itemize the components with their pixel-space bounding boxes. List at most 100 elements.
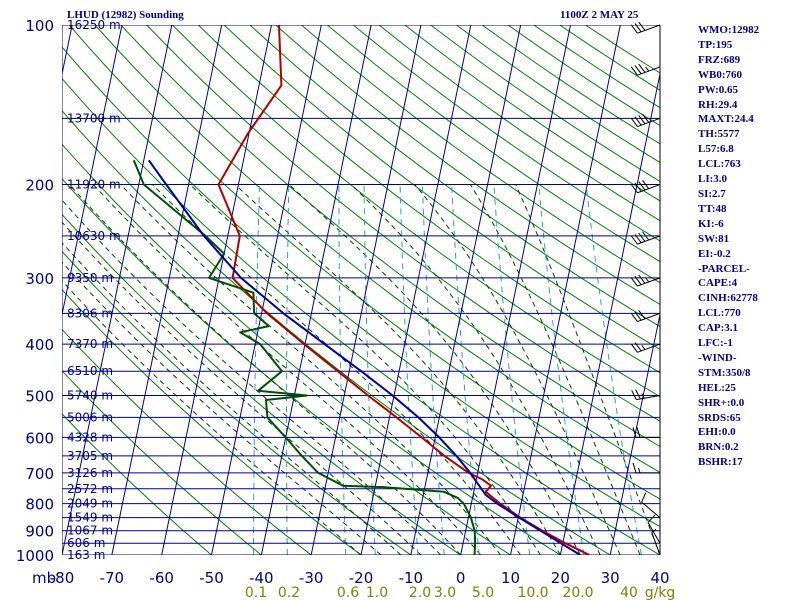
wind-barb-feather bbox=[638, 21, 646, 31]
wind-barb-feather bbox=[642, 179, 650, 189]
temperature-tick-label: 10 bbox=[501, 569, 520, 587]
height-label: 1549 m bbox=[67, 511, 113, 525]
height-label: 5006 m bbox=[67, 410, 113, 424]
temperature-tick-label: -10 bbox=[399, 569, 424, 587]
pressure-tick-label: 300 bbox=[25, 270, 54, 288]
pressure-tick-label: 800 bbox=[25, 496, 54, 514]
pressure-tick-label: 1000 bbox=[16, 547, 54, 565]
wind-barb-shaft bbox=[637, 343, 661, 353]
wind-barb-feather bbox=[634, 116, 642, 126]
sounding-index-item: LFC:-1 bbox=[698, 337, 733, 350]
isotherm bbox=[310, 25, 422, 555]
sounding-index-item: MAXT:24.4 bbox=[698, 113, 754, 126]
sounding-index-item: LCL:763 bbox=[698, 158, 741, 171]
sounding-index-item: SRDS:65 bbox=[698, 411, 741, 424]
temperature-tick-label: -20 bbox=[349, 569, 374, 587]
grid-layer bbox=[62, 25, 660, 555]
sounding-indices-list: WMO:12982 TP:195 FRZ:689 WB0:760 PW:0.65 RH:2… bbox=[698, 23, 759, 470]
height-label: 2049 m bbox=[67, 497, 113, 511]
height-label: 3705 m bbox=[67, 449, 113, 463]
sounding-index-item: WB0:760 bbox=[698, 68, 742, 81]
wind-barb-feather bbox=[638, 63, 646, 73]
wind-barb-feather bbox=[636, 427, 641, 438]
sounding-index-item: HEL:25 bbox=[698, 381, 736, 394]
moist-adiabat bbox=[120, 184, 501, 555]
height-label: 4328 m bbox=[67, 430, 113, 444]
mixing-ratio-label: 10.0 bbox=[517, 585, 548, 600]
wind-barb bbox=[631, 389, 661, 401]
sounding-index-item: BSHR:17 bbox=[698, 456, 743, 469]
isotherm bbox=[460, 25, 571, 555]
wind-barb-feather bbox=[630, 24, 638, 34]
sounding-index-item: -PARCEL- bbox=[698, 262, 750, 275]
mixing-ratio-label: 0.1 bbox=[245, 585, 267, 600]
sounding-index-item: PW:0.65 bbox=[698, 83, 739, 96]
isotherm bbox=[211, 25, 322, 555]
moist-adiabat bbox=[515, 184, 660, 555]
temperature-tick-label: -60 bbox=[149, 569, 174, 587]
sounding-index-item: STM:350/8 bbox=[698, 366, 751, 379]
sounding-index-item: TT:48 bbox=[698, 202, 727, 215]
wind-barb-feather bbox=[634, 276, 642, 286]
isotherm bbox=[510, 25, 621, 555]
height-label: 6510 m bbox=[67, 364, 113, 378]
temperature-tick-label: 0 bbox=[456, 569, 466, 587]
pressure-tick-label: 200 bbox=[25, 177, 54, 195]
wind-barb-feather bbox=[632, 462, 637, 474]
wind-barb bbox=[651, 528, 661, 556]
sounding-index-item: FRZ:689 bbox=[698, 53, 741, 66]
wind-barb-feather bbox=[630, 343, 638, 353]
pressure-tick-label: 100 bbox=[25, 17, 54, 35]
temperature-tick-label: -40 bbox=[249, 569, 274, 587]
sounding-index-item: CAPE:4 bbox=[698, 277, 738, 290]
sounding-index-item: RH:29.4 bbox=[698, 98, 738, 111]
sounding-index-item: LI:3.0 bbox=[698, 173, 728, 186]
wind-barb bbox=[647, 514, 661, 544]
mixing-ratio-line bbox=[338, 184, 347, 555]
isotherm bbox=[161, 25, 272, 555]
moist-adiabat bbox=[152, 184, 521, 555]
wind-barb-feather bbox=[630, 277, 638, 287]
wind-barb-feather bbox=[647, 514, 656, 523]
mixing-ratio-line bbox=[451, 184, 480, 555]
height-label: 2572 m bbox=[67, 482, 113, 496]
parcel-line bbox=[147, 159, 581, 555]
wind-barb-feather bbox=[630, 117, 638, 127]
wind-barb-feather bbox=[638, 274, 646, 284]
sounding-index-item: SI:2.7 bbox=[698, 187, 726, 200]
wind-barb-feather bbox=[634, 311, 642, 321]
wind-barb-feather bbox=[638, 310, 646, 320]
temperature-tick-label: 20 bbox=[551, 569, 570, 587]
wind-barb-feather bbox=[638, 181, 646, 191]
wind-barb-feather bbox=[632, 427, 637, 438]
wind-barb-half-feather bbox=[645, 277, 650, 283]
wind-barb bbox=[630, 21, 661, 34]
wind-barb-half-feather bbox=[638, 467, 641, 474]
sounding-index-item: TH:5577 bbox=[698, 128, 740, 141]
dewpoint-line bbox=[132, 159, 477, 555]
wind-barb bbox=[632, 462, 660, 474]
wind-barb bbox=[630, 113, 661, 128]
series-layer bbox=[132, 25, 590, 555]
wind-barb bbox=[632, 427, 660, 438]
mixing-ratio-label: 1.0 bbox=[366, 585, 388, 600]
pressure-tick-label: 600 bbox=[25, 429, 54, 447]
height-label: 11920 m bbox=[67, 178, 121, 192]
sounding-index-item: L57:6.8 bbox=[698, 143, 734, 156]
height-label: 606 m bbox=[67, 536, 105, 550]
mixing-ratio-label: 20.0 bbox=[562, 585, 593, 600]
wind-barb bbox=[630, 231, 661, 245]
height-label: 9350 m bbox=[67, 271, 113, 285]
sounding-index-item: -WIND- bbox=[698, 351, 737, 364]
wind-barb bbox=[641, 492, 661, 518]
moist-adiabat bbox=[350, 184, 601, 555]
sounding-index-item: CAP:3.1 bbox=[698, 322, 739, 335]
mixing-ratio-label: 0.6 bbox=[337, 585, 359, 600]
wind-barb-feather bbox=[635, 389, 641, 400]
wind-barb-feather bbox=[630, 184, 638, 194]
wind-barb-half-feather bbox=[645, 66, 650, 72]
height-label: 3126 m bbox=[67, 466, 113, 480]
chart-title: LHUD (12982) Sounding bbox=[67, 9, 184, 21]
